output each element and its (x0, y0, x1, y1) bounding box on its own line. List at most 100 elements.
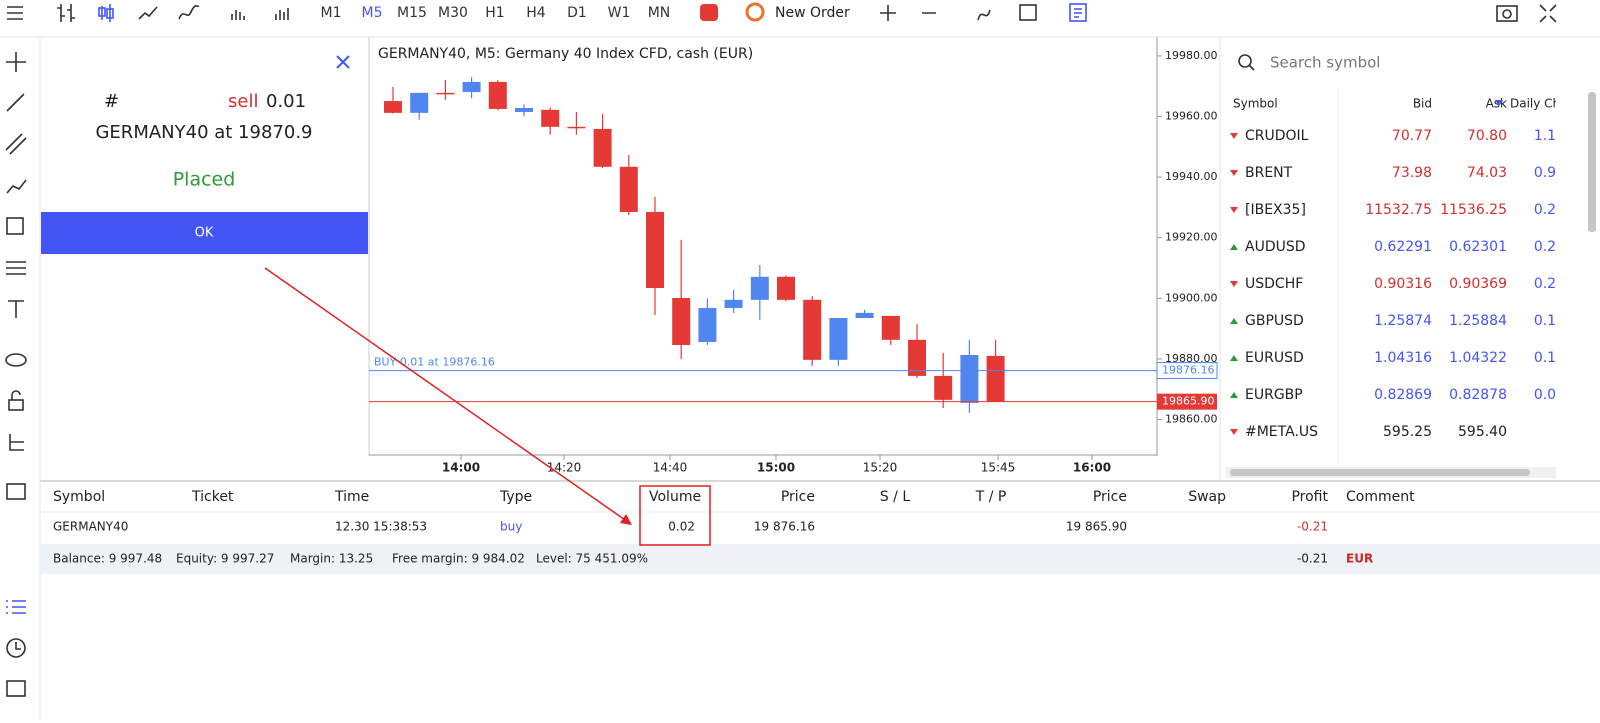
column-header[interactable]: Volume (649, 489, 701, 505)
column-header[interactable]: Time (334, 489, 369, 505)
column-header[interactable]: Ask (1486, 97, 1507, 111)
direction-arrow (1230, 244, 1238, 250)
y-tick-label: 19900.00 (1165, 291, 1218, 304)
column-header[interactable]: Ticket (191, 489, 234, 505)
symbol[interactable]: USDCHF (1245, 276, 1303, 292)
v-scrollbar[interactable] (1588, 92, 1596, 232)
x-tick-label: 14:20 (547, 461, 582, 475)
column-header[interactable]: Bid (1413, 97, 1432, 111)
symbol[interactable]: #META.US (1245, 424, 1318, 440)
timeframe-button[interactable]: M1 (321, 5, 342, 21)
position-time: 12.30 15:38:53 (335, 520, 427, 534)
symbol[interactable]: [IBEX35] (1245, 202, 1306, 218)
ok-button[interactable] (41, 212, 368, 254)
y-tick-label: 19880.00 (1165, 352, 1218, 365)
timeframe-button[interactable]: M5 (362, 5, 383, 21)
x-tick-label: 15:00 (757, 461, 795, 475)
daily-change: 0.28 (1534, 202, 1565, 218)
ok-label[interactable]: OK (195, 226, 214, 241)
column-header[interactable]: Type (499, 489, 532, 505)
symbol[interactable]: EURUSD (1245, 350, 1304, 366)
candle-body (777, 276, 795, 300)
dialog-symbol: GERMANY40 at 19870.9 (95, 122, 312, 143)
summary-level: Level: 75 451.09% (536, 552, 648, 566)
dialog-action: sell (228, 91, 258, 112)
timeframe-button[interactable]: M15 (397, 5, 427, 21)
sort-arrow (1495, 100, 1503, 106)
column-header[interactable]: Profit (1291, 489, 1328, 505)
symbol[interactable]: GBPUSD (1245, 313, 1304, 329)
column-header[interactable]: Swap (1188, 489, 1226, 505)
direction-arrow (1230, 392, 1238, 398)
position-symbol: GERMANY40 (53, 520, 128, 534)
candle-body (436, 92, 455, 95)
buy-price-label: 19876.16 (1162, 364, 1215, 377)
timeframe-button[interactable]: M30 (438, 5, 468, 21)
candle-body (829, 318, 848, 360)
bid: 11532.75 (1365, 202, 1432, 218)
column-header[interactable]: Comment (1346, 489, 1415, 505)
symbol[interactable]: CRUDOIL (1245, 128, 1309, 144)
column-header[interactable]: Symbol (1233, 97, 1278, 111)
column-header[interactable]: Price (781, 489, 815, 505)
y-tick-label: 19920.00 (1165, 231, 1218, 244)
position-current-price: 19 865.90 (1066, 520, 1127, 534)
new-order-icon[interactable] (745, 2, 765, 22)
y-tick-label: 19960.00 (1165, 109, 1218, 122)
candle-body (619, 166, 638, 212)
column-header[interactable]: T / P (975, 489, 1007, 505)
direction-arrow (1230, 281, 1238, 287)
symbol[interactable]: EURGBP (1245, 387, 1303, 403)
bid: 595.25 (1383, 424, 1432, 440)
x-tick-label: 14:40 (653, 461, 688, 475)
candle-body (960, 354, 979, 403)
candle-body (986, 355, 1005, 402)
y-tick-label: 19940.00 (1165, 170, 1218, 183)
ask: 1.25884 (1449, 313, 1507, 329)
symbol[interactable]: AUDUSD (1245, 239, 1306, 255)
candle-body (515, 108, 533, 112)
candle-body (541, 109, 560, 127)
timeframe-button[interactable]: D1 (567, 5, 587, 21)
bid-price-box (1157, 393, 1217, 410)
trade-icon[interactable] (700, 4, 718, 21)
symbol[interactable]: BRENT (1245, 165, 1293, 181)
close-button[interactable] (336, 55, 350, 69)
candle-body (646, 211, 664, 289)
column-header[interactable]: Symbol (53, 489, 105, 505)
y-tick-label: 19860.00 (1165, 413, 1218, 426)
daily-change: 0.24 (1534, 276, 1565, 292)
bid: 0.62291 (1374, 239, 1432, 255)
column-header[interactable]: S / L (880, 489, 911, 505)
daily-change: 0.03 (1534, 387, 1565, 403)
buy-price-box (1156, 362, 1218, 380)
ask: 70.80 (1467, 128, 1507, 144)
bid: 73.98 (1392, 165, 1432, 181)
sidebar-icons[interactable] (5, 52, 27, 697)
highlight-box (639, 485, 711, 546)
timeframe-button[interactable]: H4 (526, 5, 546, 21)
ask: 74.03 (1467, 165, 1507, 181)
bid: 1.25874 (1374, 313, 1432, 329)
annotation-arrow (264, 267, 629, 523)
new-order-button[interactable]: New Order (775, 5, 850, 21)
column-header[interactable]: Price (1093, 489, 1127, 505)
direction-arrow (1230, 318, 1238, 324)
position-profit: -0.21 (1297, 520, 1328, 534)
daily-change: 0 (1556, 424, 1565, 440)
bid: 0.90316 (1374, 276, 1432, 292)
position-volume: 0.02 (668, 520, 695, 534)
toolbar-icons[interactable] (7, 3, 1557, 23)
ask: 0.90369 (1449, 276, 1507, 292)
candle-body (881, 315, 900, 340)
search-input[interactable]: Search symbol (1270, 54, 1380, 72)
summary-bar (40, 544, 1600, 574)
candle-body (803, 299, 822, 360)
h-scrollbar[interactable] (1230, 469, 1530, 476)
summary-currency: EUR (1346, 552, 1373, 566)
column-header[interactable]: Daily Ch (1510, 97, 1560, 111)
timeframe-button[interactable]: W1 (608, 5, 631, 21)
timeframe-button[interactable]: H1 (485, 5, 504, 21)
timeframe-button[interactable]: MN (648, 5, 671, 21)
